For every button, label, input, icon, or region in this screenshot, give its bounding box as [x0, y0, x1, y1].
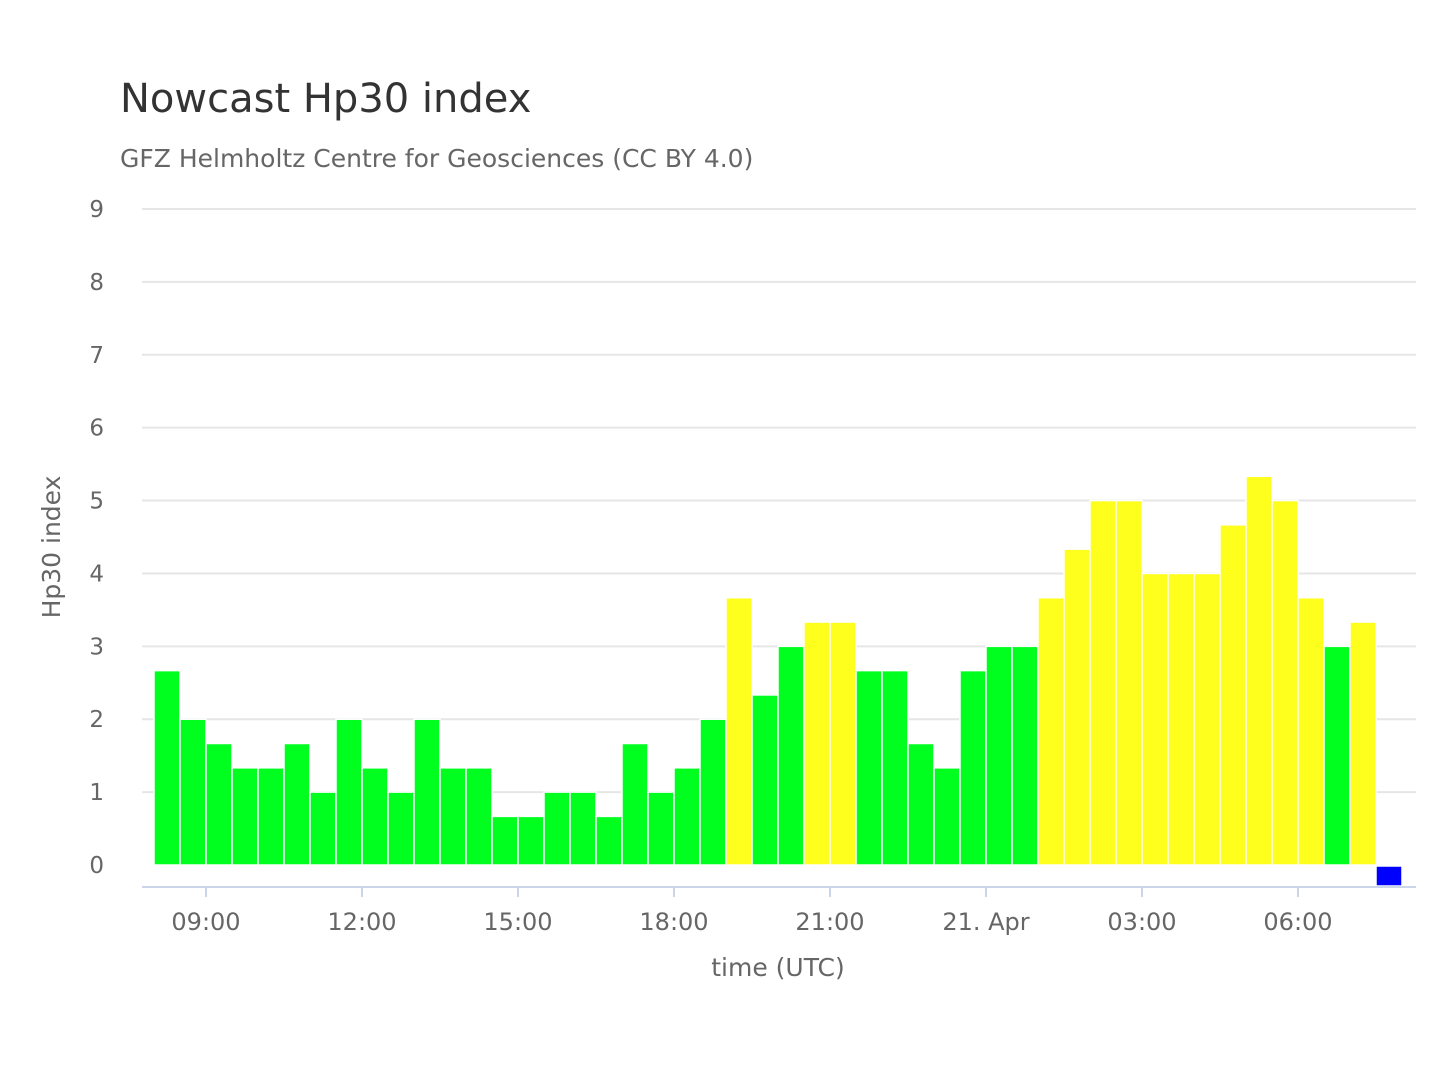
bar[interactable]: [1297, 596, 1325, 866]
bar[interactable]: [231, 767, 259, 866]
bar[interactable]: [1063, 548, 1091, 866]
bar[interactable]: [413, 718, 441, 866]
bar[interactable]: [803, 621, 831, 866]
bar[interactable]: [1141, 572, 1169, 866]
bar[interactable]: [1115, 499, 1143, 866]
bar[interactable]: [283, 742, 311, 866]
bar[interactable]: [387, 791, 415, 866]
y-tick-label: 4: [89, 561, 104, 587]
bar[interactable]: [309, 791, 337, 866]
bar[interactable]: [621, 742, 649, 866]
bar[interactable]: [335, 718, 363, 866]
bar[interactable]: [777, 645, 805, 866]
bar[interactable]: [361, 767, 389, 866]
bar[interactable]: [1245, 475, 1273, 866]
bar[interactable]: [543, 791, 571, 866]
bar[interactable]: [1219, 524, 1247, 866]
bar[interactable]: [1011, 645, 1039, 866]
y-tick-label: 9: [89, 197, 104, 223]
bar[interactable]: [205, 742, 233, 866]
bar[interactable]: [1167, 572, 1195, 866]
bar[interactable]: [647, 791, 675, 866]
x-tick-label: 09:00: [171, 908, 240, 936]
bar[interactable]: [1193, 572, 1221, 866]
bars: [153, 475, 1403, 887]
bar[interactable]: [933, 767, 961, 866]
bar[interactable]: [751, 694, 779, 866]
bar[interactable]: [1271, 499, 1299, 866]
chart-title: Nowcast Hp30 index: [120, 76, 532, 122]
x-axis-title: time (UTC): [711, 953, 845, 982]
bar[interactable]: [725, 596, 753, 866]
x-tick-label: 03:00: [1107, 908, 1176, 936]
y-tick-label: 7: [89, 343, 104, 369]
y-tick-label: 8: [89, 270, 104, 296]
y-tick-label: 2: [89, 707, 104, 733]
y-tick-label: 6: [89, 416, 104, 442]
x-tick-label: 15:00: [483, 908, 552, 936]
bar[interactable]: [1037, 596, 1065, 866]
bar[interactable]: [699, 718, 727, 866]
x-tick-label: 21:00: [795, 908, 864, 936]
x-axis-ticks: 09:00 12:00 15:00 18:00 21:00 21. Apr 03:00 06:…: [171, 887, 1333, 936]
bar[interactable]: [855, 669, 883, 866]
bar[interactable]: [595, 815, 623, 866]
bar[interactable]: [257, 767, 285, 866]
chart-subtitle: GFZ Helmholtz Centre for Geosciences (CC…: [120, 144, 754, 173]
bar[interactable]: [153, 669, 181, 866]
y-tick-label: 3: [89, 634, 104, 660]
bar[interactable]: [673, 767, 701, 866]
y-tick-label: 5: [89, 489, 104, 515]
bar[interactable]: [491, 815, 519, 866]
bar[interactable]: [829, 621, 857, 866]
bar[interactable]: [1089, 499, 1117, 866]
bar[interactable]: [439, 767, 467, 866]
x-tick-label: 18:00: [639, 908, 708, 936]
bar[interactable]: [1349, 621, 1377, 866]
x-tick-label: 12:00: [327, 908, 396, 936]
y-tick-label: 0: [89, 853, 104, 879]
bar[interactable]: [1375, 865, 1403, 887]
y-tick-label: 1: [89, 780, 104, 806]
bar[interactable]: [517, 815, 545, 866]
y-axis-title: Hp30 index: [37, 476, 66, 619]
x-tick-label: 21. Apr: [942, 908, 1029, 936]
bar[interactable]: [881, 669, 909, 866]
x-tick-label: 06:00: [1263, 908, 1332, 936]
bar[interactable]: [465, 767, 493, 866]
bar[interactable]: [907, 742, 935, 866]
bar[interactable]: [1323, 645, 1351, 866]
bar[interactable]: [959, 669, 987, 866]
bar[interactable]: [985, 645, 1013, 866]
bar[interactable]: [569, 791, 597, 866]
bar[interactable]: [179, 718, 207, 866]
y-axis-ticks: 0 1 2 3 4 5 6 7 8 9: [89, 197, 104, 879]
